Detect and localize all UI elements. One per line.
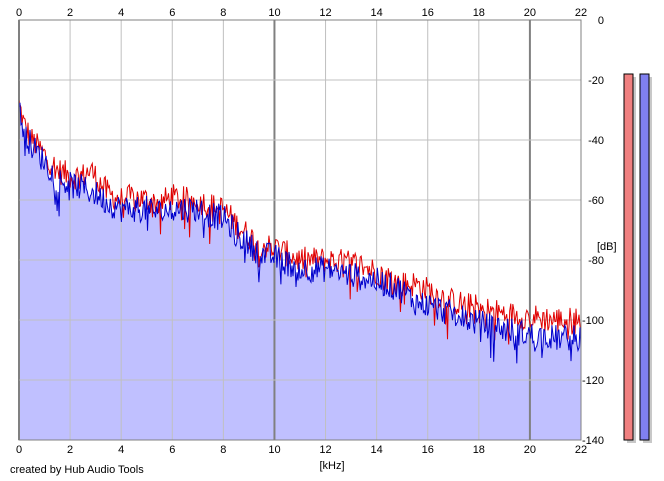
x-tick-label-bottom: 22	[575, 444, 587, 456]
y-tick-label: -80	[588, 255, 604, 267]
x-tick-label-top: 2	[67, 7, 73, 19]
x-tick-label-bottom: 18	[473, 444, 485, 456]
x-tick-label-bottom: 0	[16, 444, 22, 456]
left-channel-line	[18, 99, 582, 345]
x-tick-label-bottom: 2	[67, 444, 73, 456]
y-tick-label: -20	[588, 75, 604, 87]
plot-border	[18, 19, 582, 441]
x-tick-label-top: 18	[473, 7, 485, 19]
y-tick-label: -100	[582, 315, 604, 327]
y-tick-labels: 0 -20 -40 -60 -80 -100 -120 -140	[582, 15, 604, 447]
x-tick-label-top: 4	[118, 7, 124, 19]
spectrum-fill-area	[19, 102, 581, 441]
level-meters	[623, 73, 652, 443]
x-tick-label-top: 16	[422, 7, 434, 19]
x-tick-label-bottom: 12	[319, 444, 331, 456]
spectrum-fill-layer	[19, 102, 581, 441]
y-tick-label: -60	[588, 195, 604, 207]
x-tick-label-bottom: 16	[422, 444, 434, 456]
x-tick-label-bottom: 4	[118, 444, 124, 456]
x-tick-label-bottom: 14	[371, 444, 383, 456]
x-tick-label-top: 8	[220, 7, 226, 19]
x-tick-label-bottom: 10	[268, 444, 280, 456]
x-tick-label-bottom: 6	[169, 444, 175, 456]
x-tick-label-top: 6	[169, 7, 175, 19]
y-tick-label: -120	[582, 375, 604, 387]
y-tick-label: -140	[582, 435, 604, 447]
credit-text: created by Hub Audio Tools	[10, 464, 144, 476]
y-axis-label: [dB]	[597, 241, 617, 253]
level-meter-right	[639, 73, 650, 441]
x-tick-label-top: 10	[268, 7, 280, 19]
x-tick-label-top: 12	[319, 7, 331, 19]
x-tick-label-top: 22	[575, 7, 587, 19]
x-tick-label-bottom: 8	[220, 444, 226, 456]
y-tick-label: -40	[588, 135, 604, 147]
x-axis-label: [kHz]	[319, 460, 344, 472]
series-layer	[18, 99, 582, 364]
x-tick-label-top: 14	[371, 7, 383, 19]
x-tick-label-top: 20	[524, 7, 536, 19]
x-tick-label-bottom: 20	[524, 444, 536, 456]
x-tick-labels-top: 0 2 4 6 8 10 12 14 16 18 20 22	[16, 7, 587, 19]
level-meter-left	[623, 73, 634, 441]
x-tick-label-top: 0	[16, 7, 22, 19]
x-tick-labels-bottom: 0 2 4 6 8 10 12 14 16 18 20 22	[16, 444, 587, 456]
y-tick-label: 0	[598, 15, 604, 27]
right-channel-line	[18, 102, 582, 364]
